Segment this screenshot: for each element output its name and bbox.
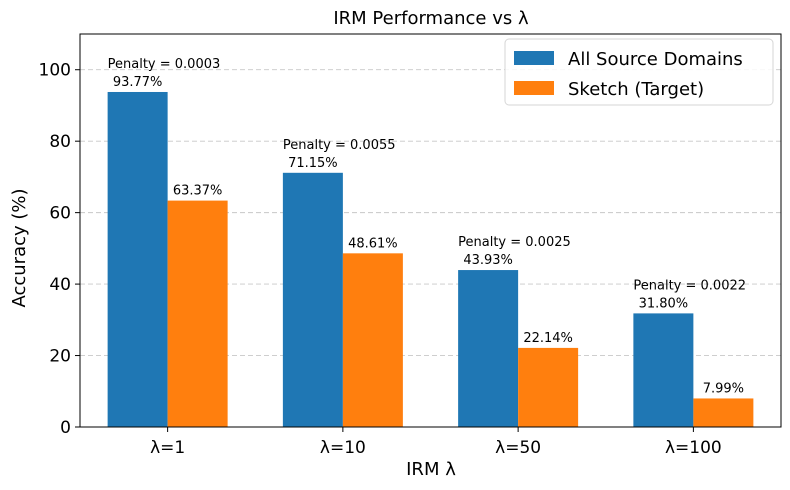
bar-sketch-target (518, 347, 579, 427)
bar-value-label: 71.15% (288, 156, 338, 171)
penalty-annotation: Penalty = 0.0003 (108, 57, 221, 72)
bar-all-source-domains (458, 270, 519, 427)
bar-sketch-target (342, 253, 403, 427)
x-axis-label: IRM λ (406, 459, 456, 480)
legend-box (504, 38, 774, 106)
chart-title: IRM Performance vs λ (333, 8, 529, 29)
penalty-annotation: Penalty = 0.0055 (283, 138, 396, 153)
bar-value-label: 63.37% (173, 184, 223, 199)
legend-swatch-sketch-target (514, 81, 554, 95)
y-tick-label: 60 (49, 204, 71, 224)
bars (107, 91, 754, 428)
bar-all-source-domains (633, 313, 694, 427)
x-tick-label: λ=10 (320, 438, 366, 458)
legend: All Source Domains Sketch (Target) (504, 38, 774, 106)
bar-value-label: 43.93% (463, 253, 513, 268)
bar-all-source-domains (282, 172, 343, 427)
x-tick-label: λ=100 (665, 438, 722, 458)
legend-label: All Source Domains (568, 49, 743, 70)
y-tick-label: 20 (49, 347, 71, 367)
bar-value-label: 93.77% (113, 75, 163, 90)
legend-label: Sketch (Target) (568, 79, 704, 100)
bar-value-label: 7.99% (703, 381, 744, 396)
bar-value-label: 48.61% (348, 236, 398, 251)
bar-value-label: 22.14% (523, 331, 573, 346)
legend-swatch-all-source-domains (514, 51, 554, 65)
bar-all-source-domains (107, 91, 168, 428)
y-tick-label: 80 (49, 132, 71, 152)
data-labels: 93.77% 63.37% Penalty = 0.0003 71.15% 48.61%… (108, 57, 746, 396)
bar-value-label: 31.80% (639, 296, 689, 311)
y-tick-label: 100 (39, 61, 71, 81)
y-tick-label: 0 (60, 418, 71, 438)
y-tick-label: 40 (49, 275, 71, 295)
penalty-annotation: Penalty = 0.0022 (633, 278, 746, 293)
x-tick-label: λ=1 (150, 438, 185, 458)
plot-frame (79, 33, 782, 428)
x-tick-label: λ=50 (495, 438, 541, 458)
bar-sketch-target (167, 200, 228, 427)
y-axis-label: Accuracy (%) (9, 188, 30, 307)
penalty-annotation: Penalty = 0.0025 (458, 235, 571, 250)
axis-ticks: 0 20 40 60 80 100 λ=1 λ=10 λ=50 λ=100 (39, 61, 722, 458)
bar-sketch-target (693, 398, 754, 427)
